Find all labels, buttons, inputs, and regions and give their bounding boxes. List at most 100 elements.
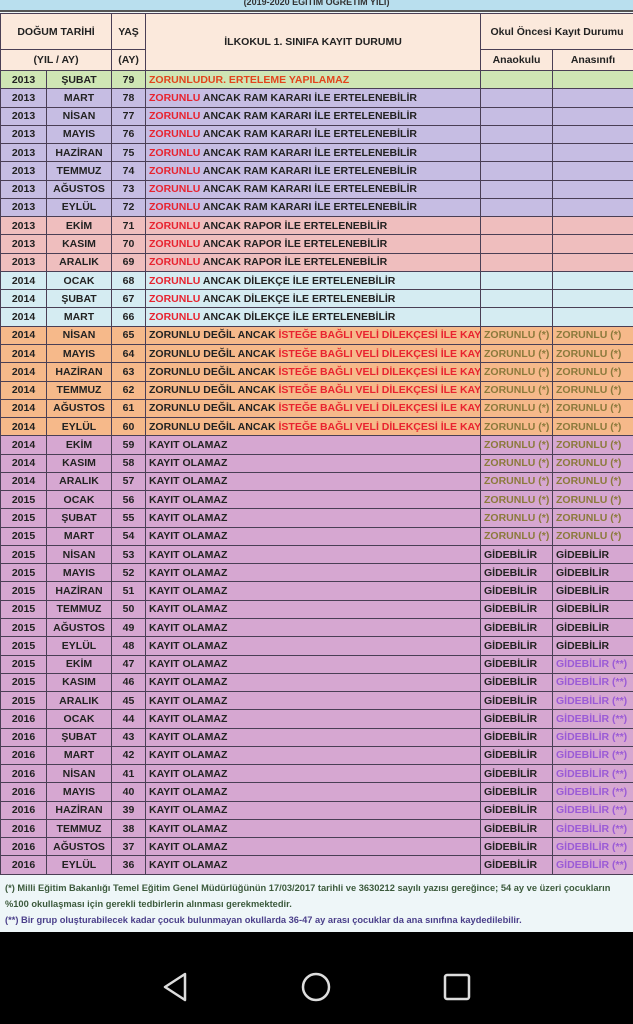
- cell-status: KAYIT OLAMAZ: [145, 764, 482, 784]
- status-text: ZORUNLU DEĞİL ANCAK: [149, 329, 279, 342]
- cell-preclass: [552, 270, 633, 291]
- cell-month: OCAK: [45, 270, 113, 291]
- cell-age: 75: [111, 143, 147, 163]
- cell-status: KAYIT OLAMAZ: [145, 691, 482, 711]
- cell-preclass: GİDEBİLİR: [552, 617, 633, 638]
- cell-kindergarten: ZORUNLU (*): [480, 417, 554, 437]
- cell-age: 67: [111, 289, 147, 309]
- cell-kindergarten: GİDEBİLİR: [480, 691, 554, 711]
- home-button[interactable]: [299, 970, 333, 1004]
- cell-year: 2016: [0, 745, 47, 766]
- status-text: İSTEĞE BAĞLI VELİ DİLEKÇESİ İLE KAYIT: [278, 402, 481, 415]
- cell-age: 76: [111, 124, 147, 145]
- cell-preclass: ZORUNLU (*): [552, 435, 633, 455]
- table-row: 2016 EYLÜL 36 KAYIT OLAMAZ GİDEBİLİR GİDEBİLİ…: [0, 855, 633, 875]
- status-text: ZORUNLU: [149, 219, 201, 232]
- cell-status: ZORUNLU DEĞİL ANCAK İSTEĞE BAĞLI VELİ Dİ…: [145, 343, 482, 364]
- cell-preclass: GİDEBİLİR (**): [552, 691, 633, 711]
- cell-year: 2013: [0, 234, 47, 254]
- cell-age: 65: [111, 325, 147, 345]
- table-row: 2013 MART 78 ZORUNLU ANCAK RAM KARARI İLE E…: [0, 88, 633, 108]
- cell-month: TEMMUZ: [45, 161, 113, 181]
- cell-kindergarten: ZORUNLU (*): [480, 508, 554, 528]
- cell-kindergarten: ZORUNLU (*): [480, 453, 554, 473]
- cell-kindergarten: [480, 143, 554, 163]
- cell-month: NİSAN: [45, 764, 113, 784]
- cell-year: 2015: [0, 490, 47, 510]
- table-row: 2014 KASIM 58 KAYIT OLAMAZ ZORUNLU (*) ZORUNL…: [0, 453, 633, 473]
- table-row: 2014 EYLÜL 60 ZORUNLU DEĞİL ANCAK İSTEĞE BA…: [0, 417, 633, 437]
- table-row: 2013 AĞUSTOS 73 ZORUNLU ANCAK RAM KARARI İL…: [0, 179, 633, 199]
- cell-month: EYLÜL: [45, 197, 113, 218]
- cell-age: 74: [111, 161, 147, 181]
- status-text: ANCAK RAM KARARI İLE ERTELENEBİLİR: [200, 183, 417, 196]
- cell-kindergarten: ZORUNLU (*): [480, 380, 554, 400]
- cell-age: 48: [111, 636, 147, 656]
- cell-status: KAYIT OLAMAZ: [145, 837, 482, 857]
- table-body: 2013 ŞUBAT 79 ZORUNLUDUR. ERTELEME YAPILAMA…: [0, 69, 633, 875]
- table-row: 2015 MAYIS 52 KAYIT OLAMAZ GİDEBİLİR GİDEBİLİ…: [0, 563, 633, 583]
- cell-age: 36: [111, 855, 147, 875]
- cell-status: KAYIT OLAMAZ: [145, 818, 482, 839]
- cell-month: ŞUBAT: [45, 289, 113, 309]
- cell-year: 2014: [0, 362, 47, 382]
- cell-kindergarten: [480, 289, 554, 309]
- status-text: KAYIT OLAMAZ: [149, 585, 228, 598]
- table-row: 2013 MAYIS 76 ZORUNLU ANCAK RAM KARARI İLE …: [0, 124, 633, 145]
- cell-year: 2016: [0, 782, 47, 802]
- cell-preclass: ZORUNLU (*): [552, 398, 633, 419]
- status-text: KAYIT OLAMAZ: [149, 530, 228, 543]
- cell-year: 2014: [0, 471, 47, 492]
- cell-preclass: [552, 234, 633, 254]
- status-text: KAYIT OLAMAZ: [149, 512, 228, 524]
- table-row: 2014 MART 66 ZORUNLU ANCAK DİLEKÇE İLE ERTE…: [0, 307, 633, 327]
- cell-status: KAYIT OLAMAZ: [145, 544, 482, 565]
- cell-preclass: [552, 88, 633, 108]
- cell-kindergarten: [480, 216, 554, 236]
- footnote-1: (*) Milli Eğitim Bakanlığı Temel Eğitim …: [5, 883, 611, 909]
- cell-year: 2016: [0, 855, 47, 875]
- cell-status: ZORUNLU ANCAK RAM KARARI İLE ERTELENEBİL…: [145, 197, 482, 218]
- cell-preclass: GİDEBİLİR: [552, 581, 633, 601]
- cell-age: 71: [111, 216, 147, 236]
- cell-preclass: [552, 124, 633, 145]
- cell-age: 70: [111, 234, 147, 254]
- table-row: 2013 NİSAN 77 ZORUNLU ANCAK RAM KARARI İLE …: [0, 106, 633, 126]
- table-row: 2016 ŞUBAT 43 KAYIT OLAMAZ GİDEBİLİR GİDEBİLİ…: [0, 727, 633, 747]
- cell-month: EKİM: [45, 216, 113, 236]
- status-text: İSTEĞE BAĞLI VELİ DİLEKÇESİ İLE KAYIT: [278, 347, 481, 360]
- cell-preclass: GİDEBİLİR (**): [552, 727, 633, 747]
- cell-year: 2016: [0, 727, 47, 747]
- back-button[interactable]: [158, 970, 192, 1004]
- cell-month: ARALIK: [45, 471, 113, 492]
- cell-month: EYLÜL: [45, 417, 113, 437]
- recents-button[interactable]: [440, 970, 474, 1004]
- status-text: ZORUNLU DEĞİL ANCAK: [149, 384, 279, 397]
- cell-status: ZORUNLU ANCAK DİLEKÇE İLE ERTELENEBİLİR: [145, 307, 482, 327]
- table-row: 2015 HAZİRAN 51 KAYIT OLAMAZ GİDEBİLİR GİDEBİ…: [0, 581, 633, 601]
- cell-month: MART: [45, 526, 113, 546]
- status-text: İSTEĞE BAĞLI VELİ DİLEKÇESİ İLE KAYIT: [278, 329, 481, 342]
- cell-kindergarten: [480, 270, 554, 291]
- cell-month: MAYIS: [45, 124, 113, 145]
- cell-kindergarten: [480, 307, 554, 327]
- cell-kindergarten: GİDEBİLİR: [480, 855, 554, 875]
- cell-age: 60: [111, 417, 147, 437]
- cell-age: 73: [111, 179, 147, 199]
- table-row: 2013 ŞUBAT 79 ZORUNLUDUR. ERTELEME YAPILAMA…: [0, 69, 633, 90]
- status-text: KAYIT OLAMAZ: [149, 639, 228, 652]
- cell-preclass: [552, 106, 633, 126]
- cell-age: 63: [111, 362, 147, 382]
- cell-kindergarten: GİDEBİLİR: [480, 764, 554, 784]
- status-text: ANCAK RAM KARARI İLE ERTELENEBİLİR: [200, 128, 417, 141]
- status-text: ZORUNLU: [149, 311, 201, 324]
- cell-month: OCAK: [45, 709, 113, 729]
- table-row: 2015 EYLÜL 48 KAYIT OLAMAZ GİDEBİLİR GİDEBİLİ…: [0, 636, 633, 656]
- cell-status: KAYIT OLAMAZ: [145, 727, 482, 747]
- cell-kindergarten: [480, 106, 554, 126]
- cell-age: 72: [111, 197, 147, 218]
- status-text: ANCAK RAM KARARI İLE ERTELENEBİLİR: [200, 201, 417, 214]
- cell-status: KAYIT OLAMAZ: [145, 599, 482, 619]
- cell-month: EKİM: [45, 654, 113, 674]
- cell-year: 2013: [0, 88, 47, 108]
